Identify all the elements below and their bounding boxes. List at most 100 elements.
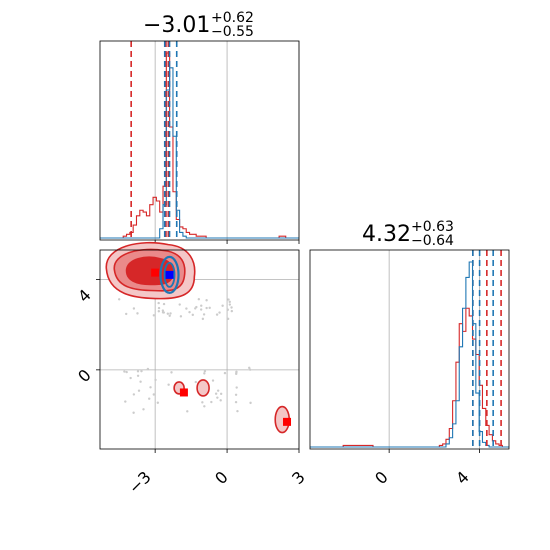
- sample-point: [123, 370, 126, 373]
- sample-point: [226, 317, 230, 321]
- sample-point: [169, 312, 172, 315]
- sample-point: [124, 400, 127, 403]
- sample-point: [156, 401, 160, 404]
- sample-point: [194, 380, 198, 384]
- sample-point: [166, 312, 170, 315]
- joint-red-marker-0: [151, 268, 160, 277]
- sample-point: [230, 309, 234, 313]
- sample-point: [202, 313, 206, 316]
- sample-point: [210, 400, 213, 404]
- sample-point: [208, 306, 211, 310]
- sample-point: [139, 380, 142, 383]
- sample-point: [203, 369, 207, 373]
- title-p2-minus: −0.64: [411, 233, 454, 249]
- sample-point: [137, 389, 141, 392]
- sample-point: [136, 374, 140, 377]
- sample-point: [178, 303, 181, 306]
- sample-point: [146, 367, 150, 371]
- title-p1-plus: +0.62: [211, 10, 254, 26]
- sample-point: [152, 393, 156, 396]
- tick-label-p1-minus3: −3: [125, 467, 155, 497]
- joint-blue-contour-outer: [159, 255, 180, 294]
- sample-point: [157, 306, 161, 310]
- sample-point: [211, 379, 215, 382]
- sample-point: [221, 304, 224, 307]
- sample-point: [248, 368, 252, 371]
- sample-point: [152, 314, 156, 317]
- hist-p2-border: [309, 249, 510, 450]
- joint-border: [99, 249, 300, 450]
- sample-point: [214, 392, 218, 395]
- sample-point: [136, 312, 139, 315]
- sample-point: [186, 410, 189, 413]
- sample-point: [200, 304, 203, 307]
- tick-label-p1-3: 3: [288, 467, 309, 488]
- sample-point: [136, 370, 140, 373]
- joint-blue-marker-0: [165, 270, 174, 279]
- sample-point: [234, 393, 238, 397]
- sample-point: [205, 299, 208, 302]
- sample-point: [197, 297, 201, 301]
- hist-p1-background: [100, 41, 299, 240]
- sample-point: [205, 306, 208, 310]
- sample-point: [125, 312, 128, 316]
- sample-point: [199, 308, 203, 311]
- sample-point: [249, 401, 252, 405]
- sample-point: [201, 317, 205, 321]
- joint-red-marker-1: [179, 388, 188, 397]
- sample-point: [185, 307, 188, 310]
- sample-point: [230, 306, 233, 309]
- hist-p2-blue-series: [310, 261, 509, 448]
- sample-point: [162, 302, 166, 306]
- sample-point: [226, 308, 230, 311]
- sample-point: [218, 311, 221, 314]
- joint-sample-points: [117, 297, 252, 414]
- sample-point: [168, 314, 171, 317]
- sample-point: [140, 369, 143, 373]
- sample-point: [248, 366, 251, 370]
- hist-p1-blue-series: [100, 67, 299, 239]
- sample-point: [157, 310, 161, 313]
- sample-point: [161, 309, 165, 312]
- sample-point: [149, 386, 152, 389]
- sample-point: [129, 376, 132, 380]
- sample-point: [167, 383, 170, 386]
- sample-point: [234, 372, 238, 376]
- sample-point: [216, 389, 220, 392]
- sample-point: [235, 386, 238, 389]
- title-p2: 4.32: [362, 222, 411, 247]
- sample-point: [235, 370, 238, 373]
- sample-point: [154, 378, 157, 382]
- sample-point: [227, 298, 230, 301]
- joint-red-marker-2: [283, 417, 292, 426]
- sample-point: [132, 307, 136, 310]
- sample-point: [219, 392, 223, 396]
- histogram-p2-panel: [309, 249, 510, 453]
- sample-point: [179, 315, 183, 318]
- sample-point: [132, 411, 135, 414]
- joint-red-contour-inner: [125, 256, 174, 286]
- sample-point: [203, 372, 206, 375]
- sample-point: [117, 298, 121, 301]
- sample-point: [201, 401, 204, 404]
- title-p2-plus: +0.63: [411, 219, 454, 235]
- sample-point: [216, 396, 219, 399]
- sample-point: [228, 303, 232, 306]
- tick-label-p2-4-left: 4: [74, 285, 95, 306]
- hist-p1-border: [99, 40, 300, 241]
- joint-red-secondary-contour-b: [196, 379, 210, 397]
- sample-point: [191, 313, 194, 317]
- sample-point: [236, 409, 239, 413]
- sample-point: [223, 371, 227, 375]
- sample-point: [188, 310, 191, 314]
- joint-p1-p2-panel: [96, 241, 300, 453]
- sample-point: [219, 399, 222, 402]
- tick-label-p2-0-left: 0: [74, 365, 95, 386]
- sample-point: [161, 311, 165, 314]
- tick-label-p2-0-bottom: 0: [371, 467, 392, 488]
- sample-point: [215, 313, 219, 316]
- title-p1-minus: −0.55: [211, 24, 254, 40]
- sample-point: [125, 370, 128, 374]
- tick-label-p2-4-bottom: 4: [452, 467, 473, 488]
